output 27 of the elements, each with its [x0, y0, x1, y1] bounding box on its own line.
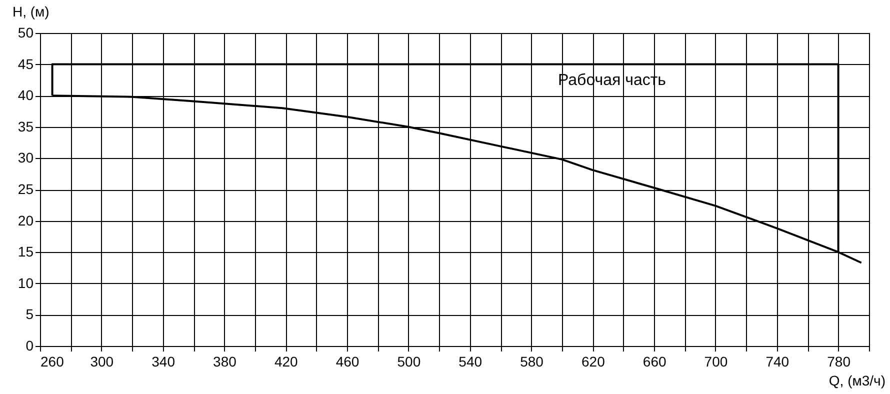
x-tick-label: 340: [152, 354, 176, 370]
x-tick-label: 780: [827, 354, 851, 370]
x-axis-title: Q, (м3/ч): [828, 372, 886, 388]
y-tick-label: 35: [18, 118, 34, 134]
y-tick-label: 5: [26, 306, 34, 322]
y-tick-label: 40: [18, 87, 34, 104]
y-tick-label: 20: [18, 212, 34, 228]
x-tick-label: 500: [397, 354, 421, 370]
x-tick-label: 660: [642, 354, 666, 370]
y-tick-label: 10: [18, 274, 34, 291]
x-tick-label: 420: [274, 354, 298, 370]
y-tick-label: 30: [18, 150, 34, 166]
x-tick-label: 380: [213, 354, 237, 370]
y-axis-title: H, (м): [12, 4, 50, 20]
x-tick-label: 620: [581, 354, 606, 370]
x-tick-label: 300: [90, 354, 114, 370]
x-tick-label: 540: [458, 354, 482, 370]
y-tick-label: 50: [18, 24, 34, 40]
y-tick-label: 15: [18, 244, 34, 260]
x-tick-label: 460: [336, 354, 360, 370]
y-tick-label: 45: [18, 56, 34, 72]
y-tick-label: 25: [18, 181, 34, 197]
x-tick-label: 580: [520, 354, 544, 370]
x-tick-label: 700: [704, 354, 728, 370]
x-tick-label: 260: [40, 354, 64, 370]
x-tick-label: 740: [766, 354, 790, 370]
y-tick-label: 0: [26, 338, 34, 354]
